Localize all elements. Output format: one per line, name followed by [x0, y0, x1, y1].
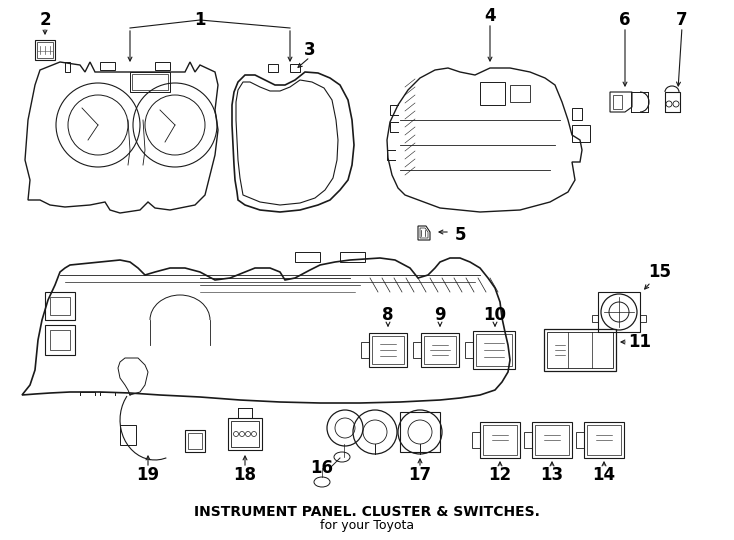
Text: 3: 3: [304, 41, 316, 59]
Text: 8: 8: [382, 306, 393, 324]
Text: 4: 4: [484, 7, 495, 25]
Text: 19: 19: [137, 466, 159, 484]
Text: 11: 11: [628, 333, 652, 351]
Text: 9: 9: [435, 306, 446, 324]
Text: 14: 14: [592, 466, 616, 484]
Text: 15: 15: [649, 263, 672, 281]
Text: for your Toyota: for your Toyota: [320, 519, 414, 532]
Text: 12: 12: [488, 466, 512, 484]
Text: 2: 2: [39, 11, 51, 29]
Text: 1: 1: [195, 11, 206, 29]
Text: 10: 10: [484, 306, 506, 324]
Text: 7: 7: [676, 11, 688, 29]
Text: 6: 6: [619, 11, 631, 29]
Text: 13: 13: [540, 466, 564, 484]
Text: 17: 17: [408, 466, 432, 484]
Text: 18: 18: [233, 466, 256, 484]
Text: INSTRUMENT PANEL. CLUSTER & SWITCHES.: INSTRUMENT PANEL. CLUSTER & SWITCHES.: [194, 505, 540, 519]
Text: 5: 5: [454, 226, 466, 244]
Text: 16: 16: [310, 459, 333, 477]
